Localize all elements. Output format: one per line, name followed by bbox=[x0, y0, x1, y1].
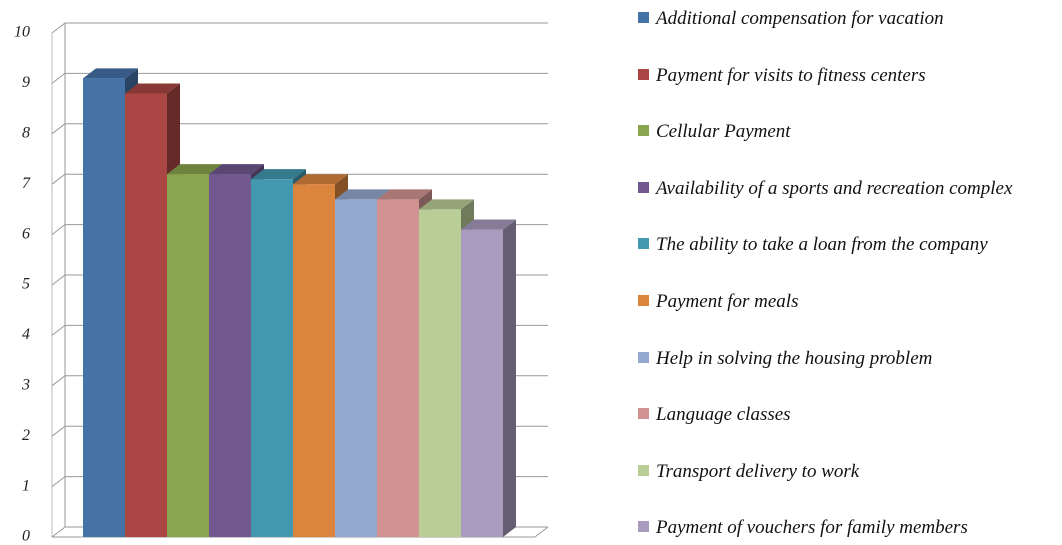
legend-label: The ability to take a loan from the comp… bbox=[656, 234, 988, 256]
bar-top bbox=[293, 174, 348, 185]
legend-label: Cellular Payment bbox=[656, 121, 791, 143]
bar bbox=[461, 229, 503, 537]
bar-top bbox=[167, 164, 222, 175]
bar bbox=[83, 78, 125, 538]
grid-line bbox=[51, 72, 548, 84]
legend-item: The ability to take a loan from the comp… bbox=[638, 234, 1058, 255]
legend-swatch bbox=[638, 351, 649, 363]
legend-item: Payment of vouchers for family members bbox=[638, 517, 1058, 538]
legend-item: Cellular Payment bbox=[638, 121, 1058, 142]
legend-item: Language classes bbox=[638, 404, 1058, 425]
grid-line bbox=[51, 22, 548, 34]
legend-swatch bbox=[638, 408, 649, 420]
legend-item: Transport delivery to work bbox=[638, 461, 1058, 482]
y-tick-label: 3 bbox=[21, 376, 30, 393]
y-tick-label: 2 bbox=[22, 427, 30, 444]
legend-label: Availability of a sports and recreation … bbox=[656, 177, 1013, 199]
legend-swatch bbox=[638, 521, 649, 533]
bar bbox=[377, 199, 419, 537]
legend-label: Transport delivery to work bbox=[656, 460, 860, 482]
y-tick-label: 7 bbox=[22, 175, 31, 192]
grid-line bbox=[51, 123, 548, 135]
legend-item: Payment for visits to fitness centers bbox=[638, 65, 1058, 86]
bar bbox=[125, 93, 167, 537]
bar-top bbox=[377, 189, 432, 200]
legend-item: Additional compensation for vacation bbox=[638, 8, 1058, 29]
y-tick-label: 8 bbox=[22, 124, 30, 141]
legend-swatch bbox=[638, 181, 649, 193]
bar bbox=[419, 209, 461, 537]
legend-label: Payment for meals bbox=[656, 291, 799, 312]
y-tick-label: 9 bbox=[22, 74, 30, 91]
chart: 0 1 2 3 4 5 6 7 8 9 10 bbox=[14, 22, 549, 545]
bar-top bbox=[335, 189, 390, 200]
legend-item: Payment for meals bbox=[638, 291, 1058, 312]
legend-label: Payment of vouchers for family members bbox=[656, 517, 968, 539]
y-tick-label: 10 bbox=[14, 24, 30, 41]
legend-label: Help in solving the housing problem bbox=[656, 347, 933, 369]
legend-label: Payment for visits to fitness centers bbox=[656, 64, 926, 86]
bar-top bbox=[251, 169, 306, 180]
legend-swatch bbox=[638, 464, 649, 476]
bar bbox=[251, 179, 293, 537]
legend-label: Language classes bbox=[656, 404, 791, 426]
bar bbox=[209, 174, 251, 537]
y-tick-label: 5 bbox=[22, 276, 30, 293]
legend-swatch bbox=[638, 238, 649, 250]
legend-swatch bbox=[638, 125, 649, 137]
bar bbox=[167, 174, 209, 537]
bar-side bbox=[503, 219, 516, 537]
legend-swatch bbox=[638, 68, 649, 80]
bar bbox=[293, 184, 335, 537]
bar-top bbox=[461, 219, 516, 230]
grid-line bbox=[51, 173, 548, 185]
legend-item: Availability of a sports and recreation … bbox=[638, 178, 1058, 199]
bar bbox=[335, 199, 377, 537]
legend-swatch bbox=[638, 12, 649, 23]
y-tick-label: 0 bbox=[22, 528, 30, 545]
y-tick-label: 6 bbox=[22, 225, 30, 242]
bar-top bbox=[419, 199, 474, 210]
bar-top bbox=[83, 68, 138, 79]
y-tick-label: 4 bbox=[22, 326, 30, 343]
legend-label: Additional compensation for vacation bbox=[656, 8, 944, 29]
floor-edge bbox=[534, 526, 549, 538]
y-tick-label: 1 bbox=[22, 477, 30, 494]
legend-swatch bbox=[638, 295, 649, 306]
bar-top bbox=[209, 164, 264, 175]
bar-top bbox=[125, 83, 180, 94]
legend-item: Help in solving the housing problem bbox=[638, 348, 1058, 369]
